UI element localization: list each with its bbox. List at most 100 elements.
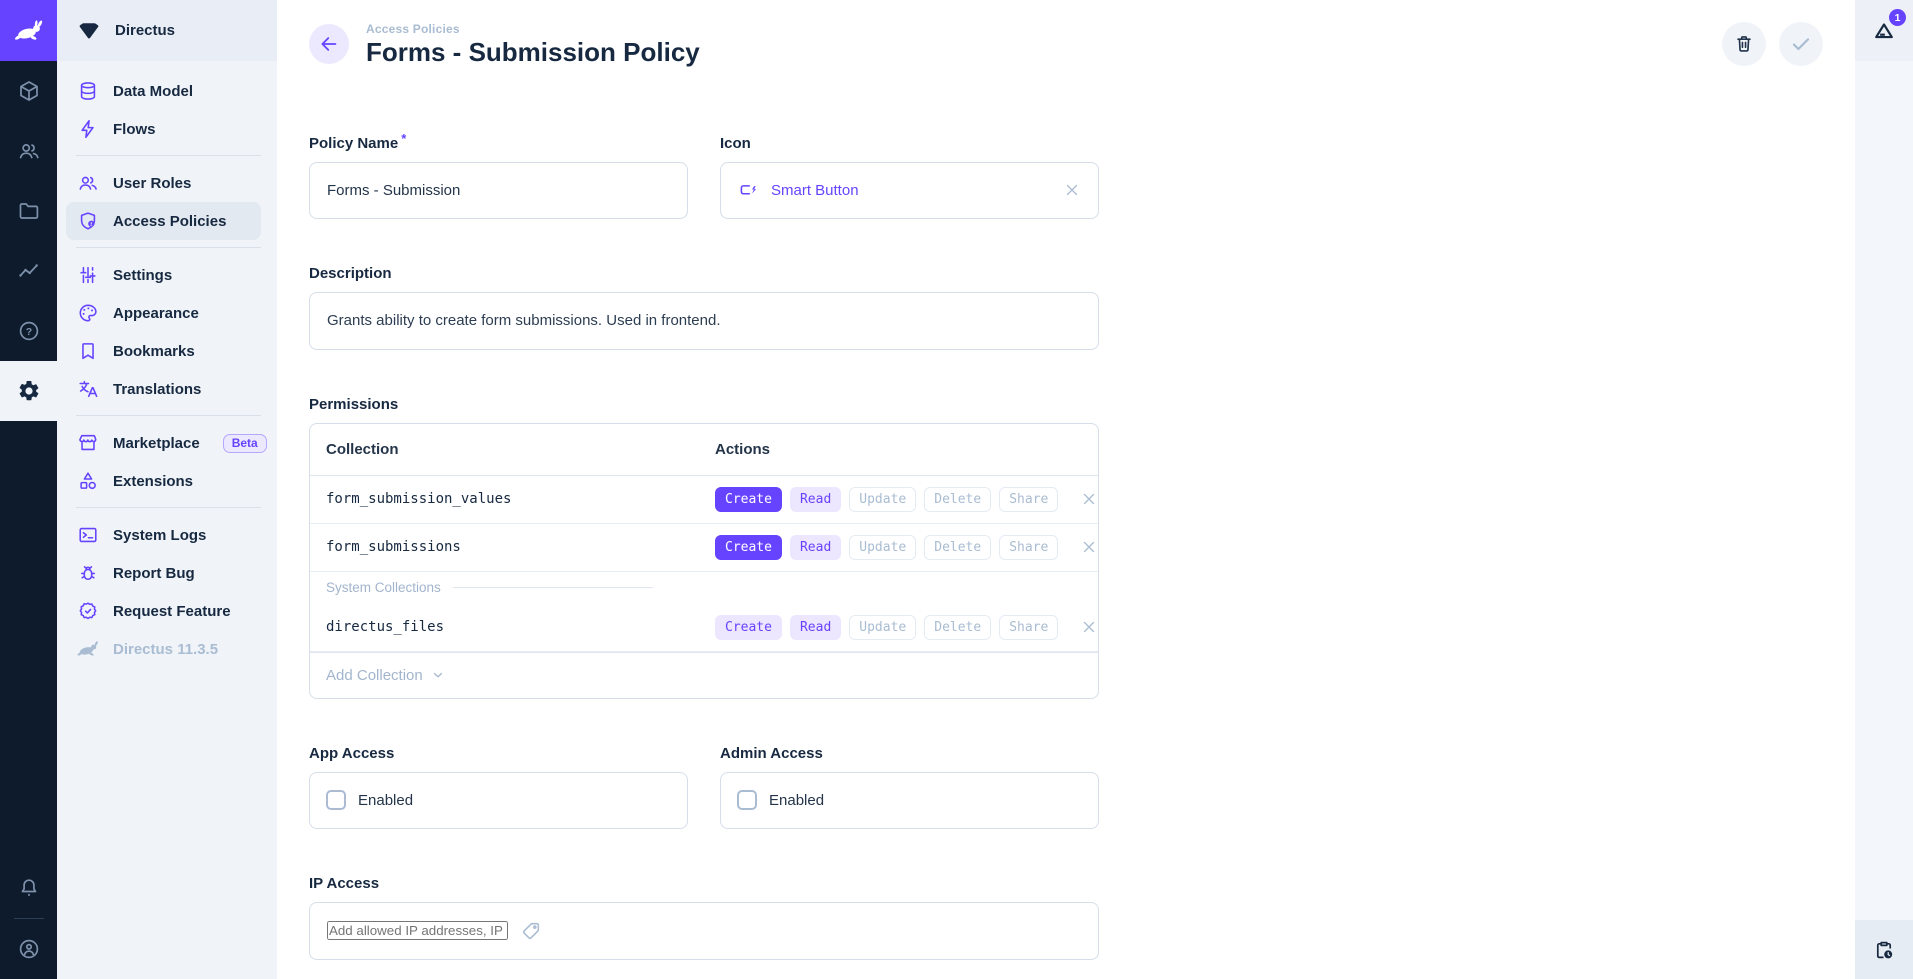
- palette-icon: [76, 301, 100, 325]
- sidebar-divider: [76, 155, 261, 156]
- beta-badge: Beta: [222, 433, 267, 453]
- checkbox-unchecked-icon[interactable]: [737, 790, 757, 811]
- delete-button[interactable]: [1722, 22, 1766, 67]
- delete-permission-chip[interactable]: Delete: [924, 486, 992, 512]
- policy-name-input[interactable]: [327, 181, 670, 199]
- translate-icon: [76, 377, 100, 401]
- admin-access-field: Admin Access Enabled: [720, 745, 1099, 829]
- sidebar-item-access-policies[interactable]: Access Policies: [66, 202, 261, 240]
- breadcrumb[interactable]: Access Policies: [366, 22, 460, 36]
- create-permission-chip[interactable]: Create: [715, 614, 782, 640]
- delete-permission-chip[interactable]: Delete: [924, 614, 992, 640]
- check-icon: [1789, 32, 1813, 56]
- sidebar-item-user-roles[interactable]: User Roles: [57, 164, 277, 202]
- collection-name: directus_files: [326, 619, 445, 636]
- back-button[interactable]: [309, 24, 349, 65]
- permissions-table: Collection Actions form_submission_value…: [309, 422, 1099, 699]
- permissions-label: Permissions: [309, 395, 399, 413]
- sidebar-item-marketplace[interactable]: Marketplace Beta: [57, 424, 277, 462]
- notifications-bell-icon[interactable]: [0, 858, 57, 918]
- docs-help-icon[interactable]: ?: [0, 301, 57, 361]
- sidebar-item-label: User Roles: [113, 174, 192, 192]
- directus-rabbit-icon[interactable]: [0, 0, 57, 61]
- version-label: Directus 11.3.5: [113, 640, 219, 658]
- sidebar-divider: [76, 507, 261, 508]
- remove-row-x-icon[interactable]: [1080, 538, 1098, 556]
- read-permission-chip[interactable]: Read: [789, 534, 842, 560]
- create-permission-chip[interactable]: Create: [715, 486, 782, 512]
- sidebar-item-extensions[interactable]: Extensions: [57, 462, 277, 500]
- icon-select-value: Smart Button: [771, 181, 859, 199]
- description-label: Description: [309, 264, 392, 282]
- users-icon[interactable]: [0, 121, 57, 181]
- share-permission-chip[interactable]: Share: [999, 486, 1059, 512]
- sidebar-item-data-model[interactable]: Data Model: [57, 72, 277, 110]
- revisions-button[interactable]: [1855, 920, 1913, 979]
- app-access-checkbox[interactable]: Enabled: [309, 771, 688, 829]
- project-chooser[interactable]: Directus: [57, 0, 277, 61]
- ip-access-input[interactable]: [327, 921, 508, 941]
- checkbox-label: Enabled: [358, 791, 414, 809]
- notifications-button[interactable]: 1: [1855, 0, 1913, 61]
- sidebar-item-appearance[interactable]: Appearance: [57, 294, 277, 332]
- create-permission-chip[interactable]: Create: [715, 534, 782, 560]
- add-collection-button[interactable]: Add Collection: [310, 651, 1098, 698]
- terminal-icon: [76, 523, 100, 547]
- description-field: Description Grants ability to create for…: [309, 265, 1099, 350]
- permissions-field: Permissions Collection Actions form_subm…: [309, 396, 1099, 699]
- collection-name: form_submission_values: [326, 491, 512, 508]
- sidebar-item-label: Bookmarks: [113, 342, 195, 360]
- sidebar-item-label: Settings: [113, 266, 173, 284]
- read-permission-chip[interactable]: Read: [789, 486, 842, 512]
- share-permission-chip[interactable]: Share: [999, 614, 1059, 640]
- bug-icon: [76, 561, 100, 585]
- database-icon: [76, 79, 100, 103]
- system-collections-divider: System Collections: [310, 572, 1098, 604]
- sidebar-item-label: Access Policies: [113, 212, 227, 230]
- remove-row-x-icon[interactable]: [1080, 618, 1098, 636]
- icon-select[interactable]: Smart Button: [720, 161, 1099, 219]
- sidebar-item-label: Flows: [113, 120, 156, 138]
- user-avatar-icon[interactable]: [0, 919, 57, 979]
- share-permission-chip[interactable]: Share: [999, 534, 1059, 560]
- update-permission-chip[interactable]: Update: [849, 534, 917, 560]
- save-button[interactable]: [1779, 22, 1823, 67]
- files-folder-icon[interactable]: [0, 181, 57, 241]
- sidebar-nav: Data Model Flows User Roles Access P: [57, 61, 277, 668]
- content-cube-icon[interactable]: [0, 61, 57, 121]
- sidebar-item-request-feature[interactable]: Request Feature: [57, 592, 277, 630]
- directus-rabbit-small-icon: [76, 637, 100, 661]
- sidebar-divider: [76, 247, 261, 248]
- collection-name: form_submissions: [326, 539, 461, 556]
- sidebar-item-label: Data Model: [113, 82, 194, 100]
- permission-row: directus_files Create Read Update Delete…: [310, 604, 1098, 652]
- sidebar-item-bookmarks[interactable]: Bookmarks: [57, 332, 277, 370]
- read-permission-chip[interactable]: Read: [789, 614, 842, 640]
- svg-text:?: ?: [25, 326, 31, 338]
- checkbox-unchecked-icon[interactable]: [326, 790, 346, 811]
- sidebar-item-report-bug[interactable]: Report Bug: [57, 554, 277, 592]
- permissions-table-header: Collection Actions: [310, 424, 1098, 476]
- update-permission-chip[interactable]: Update: [849, 614, 917, 640]
- ip-access-label: IP Access: [309, 874, 380, 892]
- app-access-label: App Access: [309, 744, 395, 762]
- right-sidebar-body: [1855, 61, 1913, 920]
- delete-permission-chip[interactable]: Delete: [924, 534, 992, 560]
- description-input[interactable]: Grants ability to create form submission…: [309, 291, 1099, 350]
- update-permission-chip[interactable]: Update: [849, 486, 917, 512]
- sidebar-item-system-logs[interactable]: System Logs: [57, 516, 277, 554]
- required-mark: *: [401, 130, 407, 146]
- admin-access-checkbox[interactable]: Enabled: [720, 771, 1099, 829]
- sidebar-item-label: Report Bug: [113, 564, 195, 582]
- x-icon[interactable]: [1063, 181, 1081, 199]
- sidebar-item-flows[interactable]: Flows: [57, 110, 277, 148]
- remove-row-x-icon[interactable]: [1080, 490, 1098, 508]
- page-header: Access Policies Forms - Submission Polic…: [309, 0, 1823, 67]
- settings-gear-icon[interactable]: [0, 361, 57, 421]
- sidebar-item-label: Translations: [113, 380, 202, 398]
- actions-column-header: Actions: [715, 440, 771, 458]
- sidebar-item-settings[interactable]: Settings: [57, 256, 277, 294]
- insights-chart-icon[interactable]: [0, 241, 57, 301]
- tag-icon[interactable]: [520, 920, 542, 942]
- sidebar-item-translations[interactable]: Translations: [57, 370, 277, 408]
